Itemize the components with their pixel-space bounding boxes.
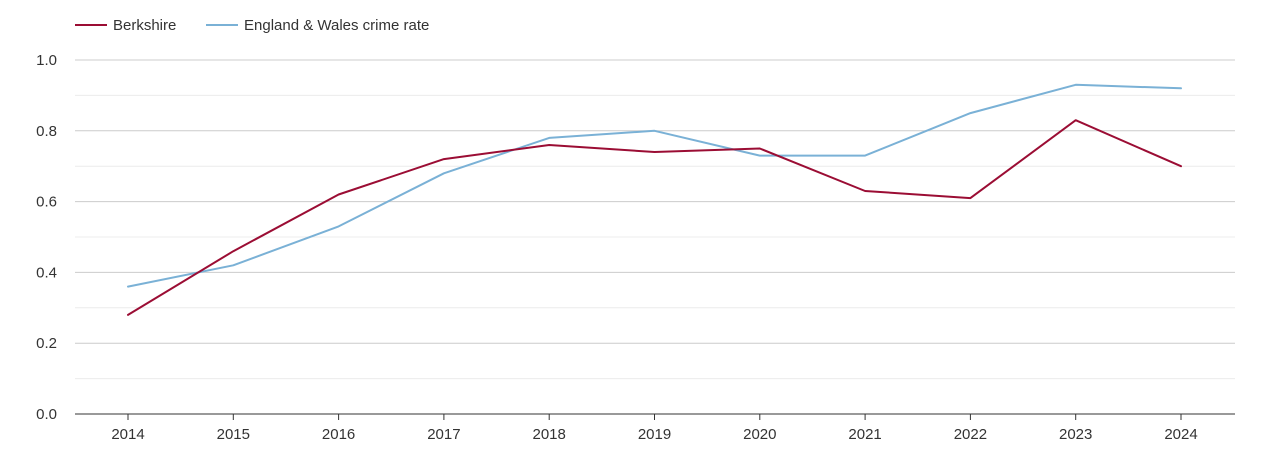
x-tick-label: 2018 (533, 426, 566, 443)
y-tick-label: 0.8 (36, 123, 57, 140)
x-tick-label: 2016 (322, 426, 355, 443)
y-tick-label: 0.2 (36, 335, 57, 352)
legend: Berkshire England & Wales crime rate (75, 17, 429, 34)
x-tick-label: 2022 (954, 426, 987, 443)
x-tick-label: 2024 (1164, 426, 1197, 443)
x-tick-label: 2017 (427, 426, 460, 443)
y-tick-label: 0.6 (36, 194, 57, 211)
axes: 0.0 0.2 0.4 0.6 0.8 1.0 2014 2015 2016 2017 2018 20… (36, 52, 1235, 443)
y-tick-label: 0.4 (36, 264, 57, 281)
series-line-berkshire (127, 119, 1182, 316)
data-series (127, 83, 1182, 316)
legend-label: England & Wales crime rate (244, 17, 429, 34)
x-tick-label: 2019 (638, 426, 671, 443)
x-tick-label: 2015 (217, 426, 250, 443)
series-line-england-wales-crime-rate (127, 83, 1182, 288)
y-tick-label: 1.0 (36, 52, 57, 69)
x-tick-label: 2023 (1059, 426, 1092, 443)
y-tick-label: 0.0 (36, 406, 57, 423)
legend-label: Berkshire (113, 17, 176, 34)
x-tick-label: 2020 (743, 426, 776, 443)
x-tick-label: 2014 (111, 426, 144, 443)
x-tick-label: 2021 (848, 426, 881, 443)
grid-lines (75, 59, 1235, 380)
